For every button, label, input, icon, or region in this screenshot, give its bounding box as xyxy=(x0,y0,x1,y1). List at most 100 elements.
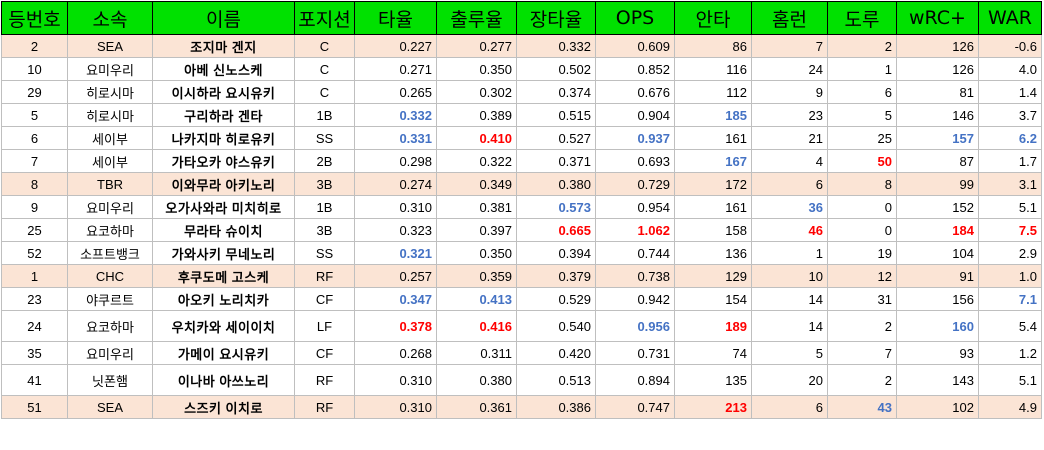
cell-batting-average: 0.310 xyxy=(354,395,437,419)
header-position: 포지션 xyxy=(294,1,355,35)
cell-slugging: 0.527 xyxy=(516,126,596,150)
cell-on-base: 0.397 xyxy=(436,218,517,242)
cell-ops: 0.744 xyxy=(595,241,675,265)
cell-number: 25 xyxy=(1,218,68,242)
cell-war: 7.5 xyxy=(978,218,1042,242)
header-slugging: 장타율 xyxy=(516,1,596,35)
cell-slugging: 0.529 xyxy=(516,287,596,311)
cell-wrc-plus: 152 xyxy=(896,195,979,219)
cell-hits: 161 xyxy=(674,126,752,150)
cell-on-base: 0.277 xyxy=(436,34,517,58)
cell-wrc-plus: 143 xyxy=(896,364,979,396)
cell-slugging: 0.513 xyxy=(516,364,596,396)
cell-batting-average: 0.331 xyxy=(354,126,437,150)
cell-on-base: 0.311 xyxy=(436,341,517,365)
cell-position: SS xyxy=(294,241,355,265)
header-wrc-plus: wRC+ xyxy=(896,1,979,35)
cell-ops: 0.729 xyxy=(595,172,675,196)
cell-position: RF xyxy=(294,395,355,419)
cell-on-base: 0.381 xyxy=(436,195,517,219)
cell-team: 요미우리 xyxy=(67,195,153,219)
cell-war: -0.6 xyxy=(978,34,1042,58)
cell-number: 23 xyxy=(1,287,68,311)
cell-hits: 213 xyxy=(674,395,752,419)
cell-on-base: 0.389 xyxy=(436,103,517,127)
cell-on-base: 0.413 xyxy=(436,287,517,311)
cell-wrc-plus: 81 xyxy=(896,80,979,104)
cell-team: 요미우리 xyxy=(67,341,153,365)
player-stats-table: 등번호 소속 이름 포지션 타율 출루율 장타율 OPS 안타 홈런 도루 wR… xyxy=(1,1,1042,419)
cell-war: 5.1 xyxy=(978,195,1042,219)
cell-slugging: 0.665 xyxy=(516,218,596,242)
cell-home-runs: 6 xyxy=(751,172,828,196)
cell-slugging: 0.540 xyxy=(516,310,596,342)
cell-on-base: 0.410 xyxy=(436,126,517,150)
cell-stolen-bases: 19 xyxy=(827,241,897,265)
cell-on-base: 0.361 xyxy=(436,395,517,419)
cell-wrc-plus: 146 xyxy=(896,103,979,127)
table-row: 6 세이부 나카지마 히로유키 SS 0.331 0.410 0.527 0.937 161 21… xyxy=(1,126,1042,150)
cell-stolen-bases: 43 xyxy=(827,395,897,419)
cell-war: 1.7 xyxy=(978,149,1042,173)
header-row: 등번호 소속 이름 포지션 타율 출루율 장타율 OPS 안타 홈런 도루 wR… xyxy=(1,1,1042,35)
cell-number: 52 xyxy=(1,241,68,265)
cell-stolen-bases: 8 xyxy=(827,172,897,196)
cell-wrc-plus: 91 xyxy=(896,264,979,288)
cell-batting-average: 0.274 xyxy=(354,172,437,196)
cell-slugging: 0.386 xyxy=(516,395,596,419)
header-name: 이름 xyxy=(152,1,295,35)
cell-war: 7.1 xyxy=(978,287,1042,311)
cell-stolen-bases: 0 xyxy=(827,195,897,219)
cell-number: 24 xyxy=(1,310,68,342)
cell-team: 히로시마 xyxy=(67,103,153,127)
cell-on-base: 0.350 xyxy=(436,57,517,81)
cell-slugging: 0.374 xyxy=(516,80,596,104)
table-row: 41 닛폰햄 이나바 아쓰노리 RF 0.310 0.380 0.513 0.894 135 20… xyxy=(1,364,1042,396)
cell-player-name: 무라타 슈이치 xyxy=(152,218,295,242)
cell-war: 1.4 xyxy=(978,80,1042,104)
cell-number: 41 xyxy=(1,364,68,396)
cell-number: 5 xyxy=(1,103,68,127)
cell-batting-average: 0.332 xyxy=(354,103,437,127)
cell-number: 35 xyxy=(1,341,68,365)
cell-batting-average: 0.257 xyxy=(354,264,437,288)
cell-player-name: 가와사키 무네노리 xyxy=(152,241,295,265)
cell-slugging: 0.380 xyxy=(516,172,596,196)
cell-ops: 0.942 xyxy=(595,287,675,311)
cell-wrc-plus: 157 xyxy=(896,126,979,150)
cell-team: 요미우리 xyxy=(67,57,153,81)
cell-number: 1 xyxy=(1,264,68,288)
cell-hits: 189 xyxy=(674,310,752,342)
cell-war: 4.0 xyxy=(978,57,1042,81)
cell-wrc-plus: 126 xyxy=(896,57,979,81)
cell-ops: 0.676 xyxy=(595,80,675,104)
table-row: 5 히로시마 구리하라 겐타 1B 0.332 0.389 0.515 0.904 185 23 5… xyxy=(1,103,1042,127)
cell-position: CF xyxy=(294,287,355,311)
cell-war: 2.9 xyxy=(978,241,1042,265)
cell-position: 1B xyxy=(294,195,355,219)
cell-number: 2 xyxy=(1,34,68,58)
cell-on-base: 0.349 xyxy=(436,172,517,196)
cell-wrc-plus: 104 xyxy=(896,241,979,265)
cell-team: SEA xyxy=(67,395,153,419)
table-row: 9 요미우리 오가사와라 미치히로 1B 0.310 0.381 0.573 0.954 161… xyxy=(1,195,1042,219)
cell-home-runs: 10 xyxy=(751,264,828,288)
cell-war: 1.2 xyxy=(978,341,1042,365)
cell-number: 29 xyxy=(1,80,68,104)
cell-home-runs: 20 xyxy=(751,364,828,396)
cell-stolen-bases: 2 xyxy=(827,364,897,396)
header-team: 소속 xyxy=(67,1,153,35)
cell-team: 요코하마 xyxy=(67,310,153,342)
header-batting-average: 타율 xyxy=(354,1,437,35)
cell-team: 세이부 xyxy=(67,126,153,150)
cell-war: 5.1 xyxy=(978,364,1042,396)
cell-hits: 136 xyxy=(674,241,752,265)
cell-batting-average: 0.310 xyxy=(354,364,437,396)
cell-player-name: 조지마 겐지 xyxy=(152,34,295,58)
cell-on-base: 0.302 xyxy=(436,80,517,104)
cell-ops: 0.747 xyxy=(595,395,675,419)
cell-player-name: 가메이 요시유키 xyxy=(152,341,295,365)
table-row: 51 SEA 스즈키 이치로 RF 0.310 0.361 0.386 0.747 213 6 43… xyxy=(1,395,1042,419)
table-row: 25 요코하마 무라타 슈이치 3B 0.323 0.397 0.665 1.062 158 46… xyxy=(1,218,1042,242)
cell-slugging: 0.371 xyxy=(516,149,596,173)
